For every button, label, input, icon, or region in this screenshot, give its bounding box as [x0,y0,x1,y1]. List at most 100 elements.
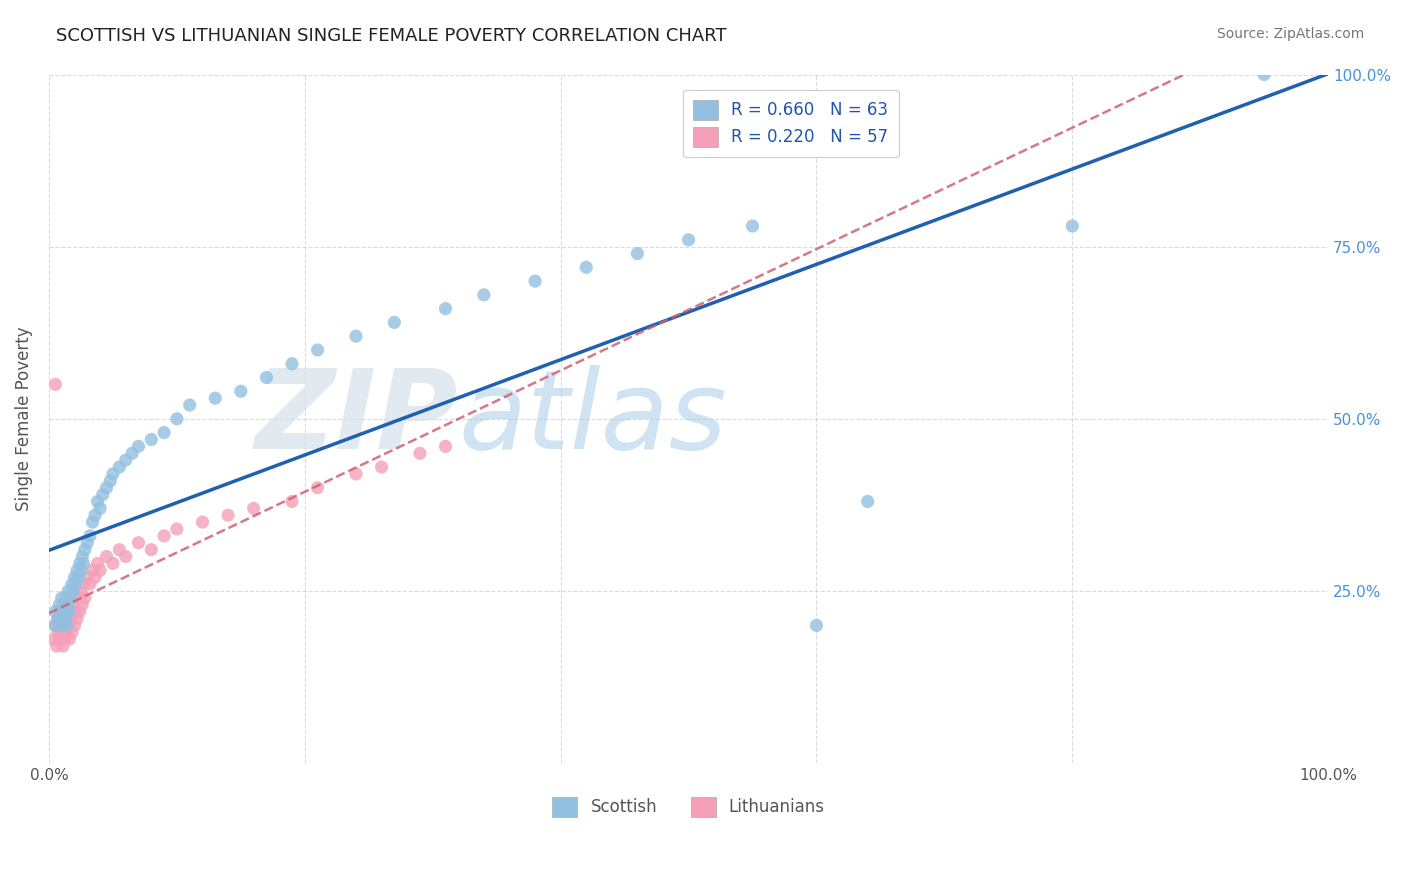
Point [72,557,94,571]
Point [96,549,118,564]
Point [46,625,69,640]
Point [84,570,107,584]
Text: atlas: atlas [458,366,727,473]
Point [69,557,91,571]
Point [101,557,124,571]
Point [59,591,82,605]
Point [66,611,89,625]
Point [58,632,80,647]
Point [62,584,84,599]
Point [67,570,90,584]
Point [166,522,188,536]
Point [62,598,84,612]
Point [101,467,124,481]
Point [55,591,77,605]
Point [89,501,111,516]
Point [806,618,828,632]
Point [108,460,131,475]
Point [76,535,98,549]
Point [82,563,104,577]
Point [70,598,93,612]
Point [307,481,329,495]
Point [84,508,107,523]
Point [69,605,91,619]
Point [281,357,304,371]
Point [70,584,93,599]
Point [96,481,118,495]
Point [72,577,94,591]
Point [65,577,87,591]
Point [42,632,65,647]
Y-axis label: Single Female Poverty: Single Female Poverty [15,326,32,511]
Point [49,605,72,619]
Point [56,598,79,612]
Point [44,377,66,392]
Point [51,591,73,605]
Point [114,549,136,564]
Point [121,446,143,460]
Point [53,632,76,647]
Point [49,618,72,632]
Point [55,611,77,625]
Point [59,611,82,625]
Text: SCOTTISH VS LITHUANIAN SINGLE FEMALE POVERTY CORRELATION CHART: SCOTTISH VS LITHUANIAN SINGLE FEMALE POV… [56,27,727,45]
Point [51,611,73,625]
Point [79,577,101,591]
Point [46,611,69,625]
Point [55,618,77,632]
Point [626,246,648,260]
Point [45,639,67,653]
Point [73,542,96,557]
Point [67,591,90,605]
Point [53,605,76,619]
Point [63,570,86,584]
Point [86,494,108,508]
Point [114,453,136,467]
Point [678,233,700,247]
Point [128,535,150,549]
Point [856,494,879,508]
Point [46,611,69,625]
Point [434,439,457,453]
Point [166,412,188,426]
Point [153,529,176,543]
Point [179,398,201,412]
Point [575,260,598,275]
Point [66,563,89,577]
Point [56,618,79,632]
Point [44,618,66,632]
Point [128,439,150,453]
Point [344,329,367,343]
Point [65,605,87,619]
Point [55,605,77,619]
Point [434,301,457,316]
Point [76,570,98,584]
Point [44,618,66,632]
Point [51,625,73,640]
Point [48,632,70,647]
Legend: Scottish, Lithuanians: Scottish, Lithuanians [546,790,831,823]
Point [51,618,73,632]
Point [60,577,83,591]
Point [370,460,392,475]
Point [56,605,79,619]
Point [524,274,547,288]
Point [58,605,80,619]
Point [217,508,239,523]
Point [48,598,70,612]
Point [204,391,226,405]
Point [79,529,101,543]
Point [229,384,252,399]
Point [344,467,367,481]
Point [242,501,264,516]
Point [60,625,83,640]
Point [52,639,75,653]
Point [56,618,79,632]
Point [307,343,329,357]
Point [56,611,79,625]
Point [741,219,763,233]
Point [56,625,79,640]
Point [281,494,304,508]
Point [63,618,86,632]
Point [141,542,163,557]
